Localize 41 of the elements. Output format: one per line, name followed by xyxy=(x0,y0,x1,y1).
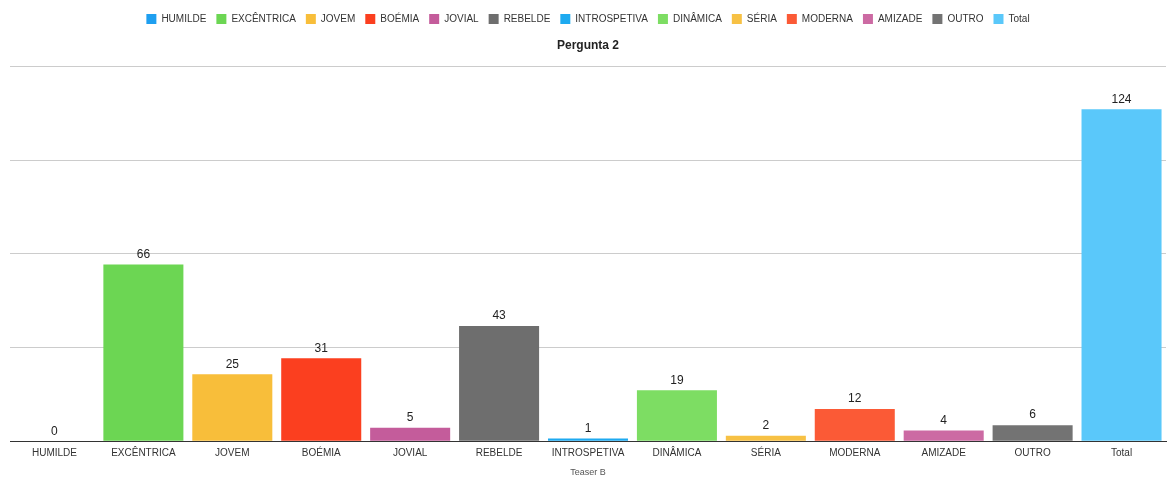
legend-label: BOÉMIA xyxy=(380,11,420,24)
x-tick-label: SÉRIA xyxy=(750,445,782,458)
data-label: 43 xyxy=(492,308,507,323)
x-tick-label: HUMILDE xyxy=(31,446,78,458)
x-tick-label: MODERNA xyxy=(829,446,881,458)
data-label: 6 xyxy=(1029,407,1037,422)
x-tick-label: Total xyxy=(1110,446,1133,458)
legend-label: HUMILDE xyxy=(161,12,207,24)
x-tick-label: INTROSPETIVA xyxy=(551,446,625,458)
legend-label: Total xyxy=(1008,12,1030,24)
legend-label: DINÂMICA xyxy=(672,11,723,24)
data-label: 5 xyxy=(406,410,414,425)
x-tick-label: JOVEM xyxy=(215,446,250,458)
legend-label: OUTRO xyxy=(947,12,984,24)
data-label: 4 xyxy=(940,412,948,427)
x-axis-title: Teaser B xyxy=(570,467,606,478)
data-label: 1 xyxy=(584,420,592,435)
x-tick-label: OUTRO xyxy=(1014,446,1051,458)
legend-label: SÉRIA xyxy=(746,11,778,24)
legend-label: INTROSPETIVA xyxy=(575,12,649,24)
x-tick-label: REBELDE xyxy=(475,446,523,458)
chart-title: Pergunta 2 xyxy=(556,37,620,52)
x-tick-label: JOVIAL xyxy=(392,446,428,458)
data-label: 25 xyxy=(225,356,240,371)
legend-label: AMIZADE xyxy=(877,12,923,24)
data-label: 66 xyxy=(136,246,151,261)
data-label: 12 xyxy=(848,391,862,406)
data-label: 0 xyxy=(51,423,59,438)
legend-label: REBELDE xyxy=(503,12,551,24)
data-label: 19 xyxy=(670,372,684,387)
data-label: 124 xyxy=(1111,91,1132,106)
x-tick-label: BOÉMIA xyxy=(301,445,341,458)
legend-label: MODERNA xyxy=(801,12,854,24)
legend-label: JOVIAL xyxy=(444,12,480,24)
x-tick-label: DINÂMICA xyxy=(652,445,702,458)
legend-label: JOVEM xyxy=(320,12,356,24)
x-tick-label: AMIZADE xyxy=(921,446,967,458)
x-tick-label: EXCÊNTRICA xyxy=(111,445,176,458)
data-label: 2 xyxy=(762,418,770,433)
data-label: 31 xyxy=(314,340,329,355)
legend-label: EXCÊNTRICA xyxy=(231,11,297,24)
